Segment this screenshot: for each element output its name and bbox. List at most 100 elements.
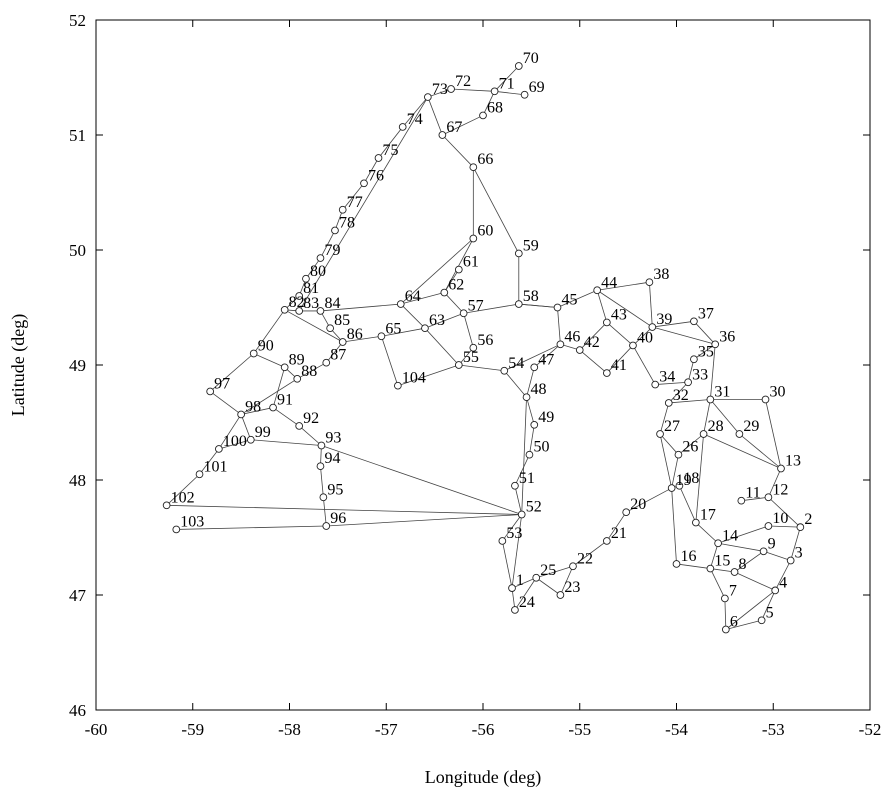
node-label: 56 — [477, 332, 493, 349]
network-edge — [381, 327, 426, 337]
network-edge — [514, 454, 530, 486]
node-marker — [569, 562, 577, 571]
node-label: 91 — [277, 392, 293, 409]
network-edge — [709, 543, 719, 569]
node-marker — [761, 395, 770, 404]
network-edge — [763, 550, 791, 561]
node-label: 12 — [772, 481, 788, 498]
network-edge — [739, 433, 782, 469]
network-edge — [703, 433, 782, 469]
node-marker — [629, 341, 637, 350]
node-label: 67 — [446, 119, 462, 136]
y-tick-label: 46 — [69, 701, 86, 720]
node-marker — [556, 591, 565, 599]
node-label: 48 — [531, 381, 547, 398]
network-edge — [381, 336, 399, 386]
node-label: 6 — [730, 614, 738, 631]
node-marker — [645, 278, 654, 287]
node-label: 21 — [611, 525, 627, 542]
node-marker — [479, 111, 487, 120]
node-label: 29 — [743, 418, 759, 435]
node-label: 24 — [519, 594, 535, 611]
network-edge — [774, 560, 792, 591]
network-edge — [649, 282, 653, 328]
node-label: 54 — [508, 355, 524, 372]
network-edge — [320, 303, 401, 312]
node-label: 36 — [719, 328, 735, 345]
network-edge — [218, 414, 242, 450]
node-marker — [514, 62, 523, 70]
node-marker — [338, 338, 347, 346]
network-edge — [250, 439, 322, 446]
network-edge — [679, 485, 697, 523]
x-tick-label: -58 — [278, 720, 301, 739]
node-label: 51 — [519, 470, 535, 487]
node-label: 82 — [289, 294, 305, 311]
network-edge — [718, 542, 764, 552]
node-label: 3 — [795, 545, 803, 562]
network-edge — [363, 157, 379, 184]
node-marker — [377, 332, 386, 341]
node-label: 33 — [692, 366, 708, 383]
network-edge — [463, 313, 474, 348]
node-marker — [338, 205, 347, 214]
node-marker — [162, 501, 171, 510]
node-label: 70 — [523, 50, 539, 67]
node-label: 23 — [564, 579, 580, 596]
node-marker — [532, 573, 541, 582]
node-label: 96 — [330, 510, 346, 527]
node-label: 64 — [405, 288, 421, 305]
network-edge — [326, 514, 522, 527]
network-edge — [218, 439, 251, 450]
node-marker — [514, 300, 523, 308]
node-marker — [737, 496, 746, 505]
node-marker — [684, 378, 692, 387]
node-label: 42 — [584, 334, 600, 351]
network-edge — [253, 353, 285, 368]
node-marker — [511, 481, 519, 490]
network-edge — [427, 96, 443, 136]
node-marker — [764, 493, 773, 502]
network-edge — [514, 485, 523, 515]
network-edge — [305, 257, 321, 279]
network-edge — [659, 433, 679, 455]
network-edge — [695, 522, 719, 544]
x-tick-label: -60 — [85, 720, 108, 739]
node-marker — [424, 93, 432, 101]
network-edge — [768, 525, 801, 528]
node-label: 49 — [538, 409, 554, 426]
node-marker — [771, 586, 780, 595]
node-marker — [316, 254, 325, 262]
node-marker — [796, 523, 805, 532]
network-edge — [626, 487, 672, 513]
node-marker — [735, 430, 744, 438]
network-edge — [557, 307, 561, 345]
node-marker — [764, 522, 773, 530]
node-label: 69 — [529, 79, 545, 96]
network-edge — [240, 414, 252, 440]
network-edge — [652, 320, 694, 328]
node-label: 2 — [804, 511, 812, 528]
node-marker — [759, 547, 768, 556]
network-edge — [529, 424, 535, 455]
node-marker — [469, 234, 478, 243]
node-marker — [602, 318, 611, 327]
node-marker — [520, 90, 529, 99]
network-edge — [494, 65, 520, 92]
node-marker — [237, 410, 245, 419]
node-label: 4 — [779, 574, 787, 591]
network-edge — [298, 96, 429, 312]
network-edge — [710, 399, 740, 435]
node-label: 104 — [402, 370, 426, 387]
node-marker — [295, 307, 304, 315]
network-edge — [451, 88, 495, 92]
node-label: 35 — [698, 343, 714, 360]
network-edge — [458, 364, 505, 372]
x-tick-label: -53 — [762, 720, 785, 739]
network-edge — [768, 468, 782, 498]
node-label: 87 — [330, 347, 346, 364]
node-label: 40 — [637, 329, 653, 346]
node-label: 99 — [255, 424, 271, 441]
